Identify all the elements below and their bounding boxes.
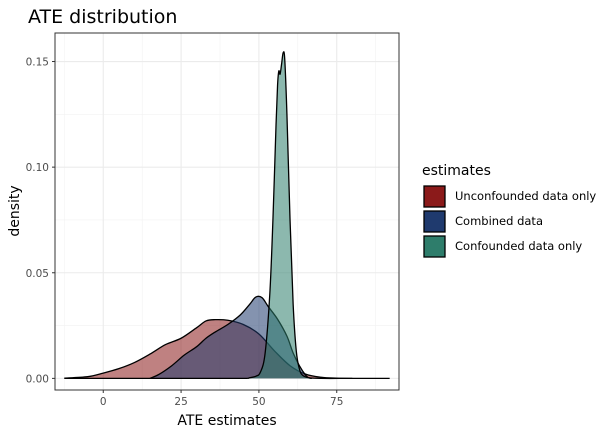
legend-key-combined-data — [423, 210, 446, 233]
legend-title: estimates — [422, 163, 491, 179]
y-tick-label: 0.15 — [26, 57, 49, 69]
legend-key-confounded-data-only — [423, 235, 446, 258]
panel-border — [54, 32, 400, 391]
y-tick-label: 0.05 — [26, 268, 49, 280]
density-areas — [64, 51, 390, 380]
x-axis-title: ATE estimates — [177, 413, 276, 429]
legend: estimates Unconfounded data only Combined… — [422, 163, 596, 258]
x-tick-label: 75 — [330, 396, 343, 408]
x-tick-label: 50 — [252, 396, 265, 408]
x-tick-label: 25 — [174, 396, 187, 408]
y-axis-ticks: 0.00 0.05 0.10 0.15 — [26, 57, 55, 385]
chart-title: ATE distribution — [28, 6, 177, 28]
legend-label-combined-data: Combined data — [455, 214, 543, 228]
legend-label-unconfounded-data-only: Unconfounded data only — [455, 189, 596, 203]
legend-key-unconfounded-data-only — [423, 185, 446, 208]
density-line-confounded-data-only — [64, 51, 390, 380]
y-tick-label: 0.00 — [26, 373, 49, 385]
x-axis-ticks: 0 25 50 75 — [100, 390, 343, 408]
legend-label-confounded-data-only: Confounded data only — [455, 239, 582, 253]
plot-panel — [54, 32, 400, 391]
y-tick-label: 0.10 — [26, 162, 49, 174]
x-tick-label: 0 — [100, 396, 107, 408]
y-axis-title: density — [7, 185, 23, 236]
